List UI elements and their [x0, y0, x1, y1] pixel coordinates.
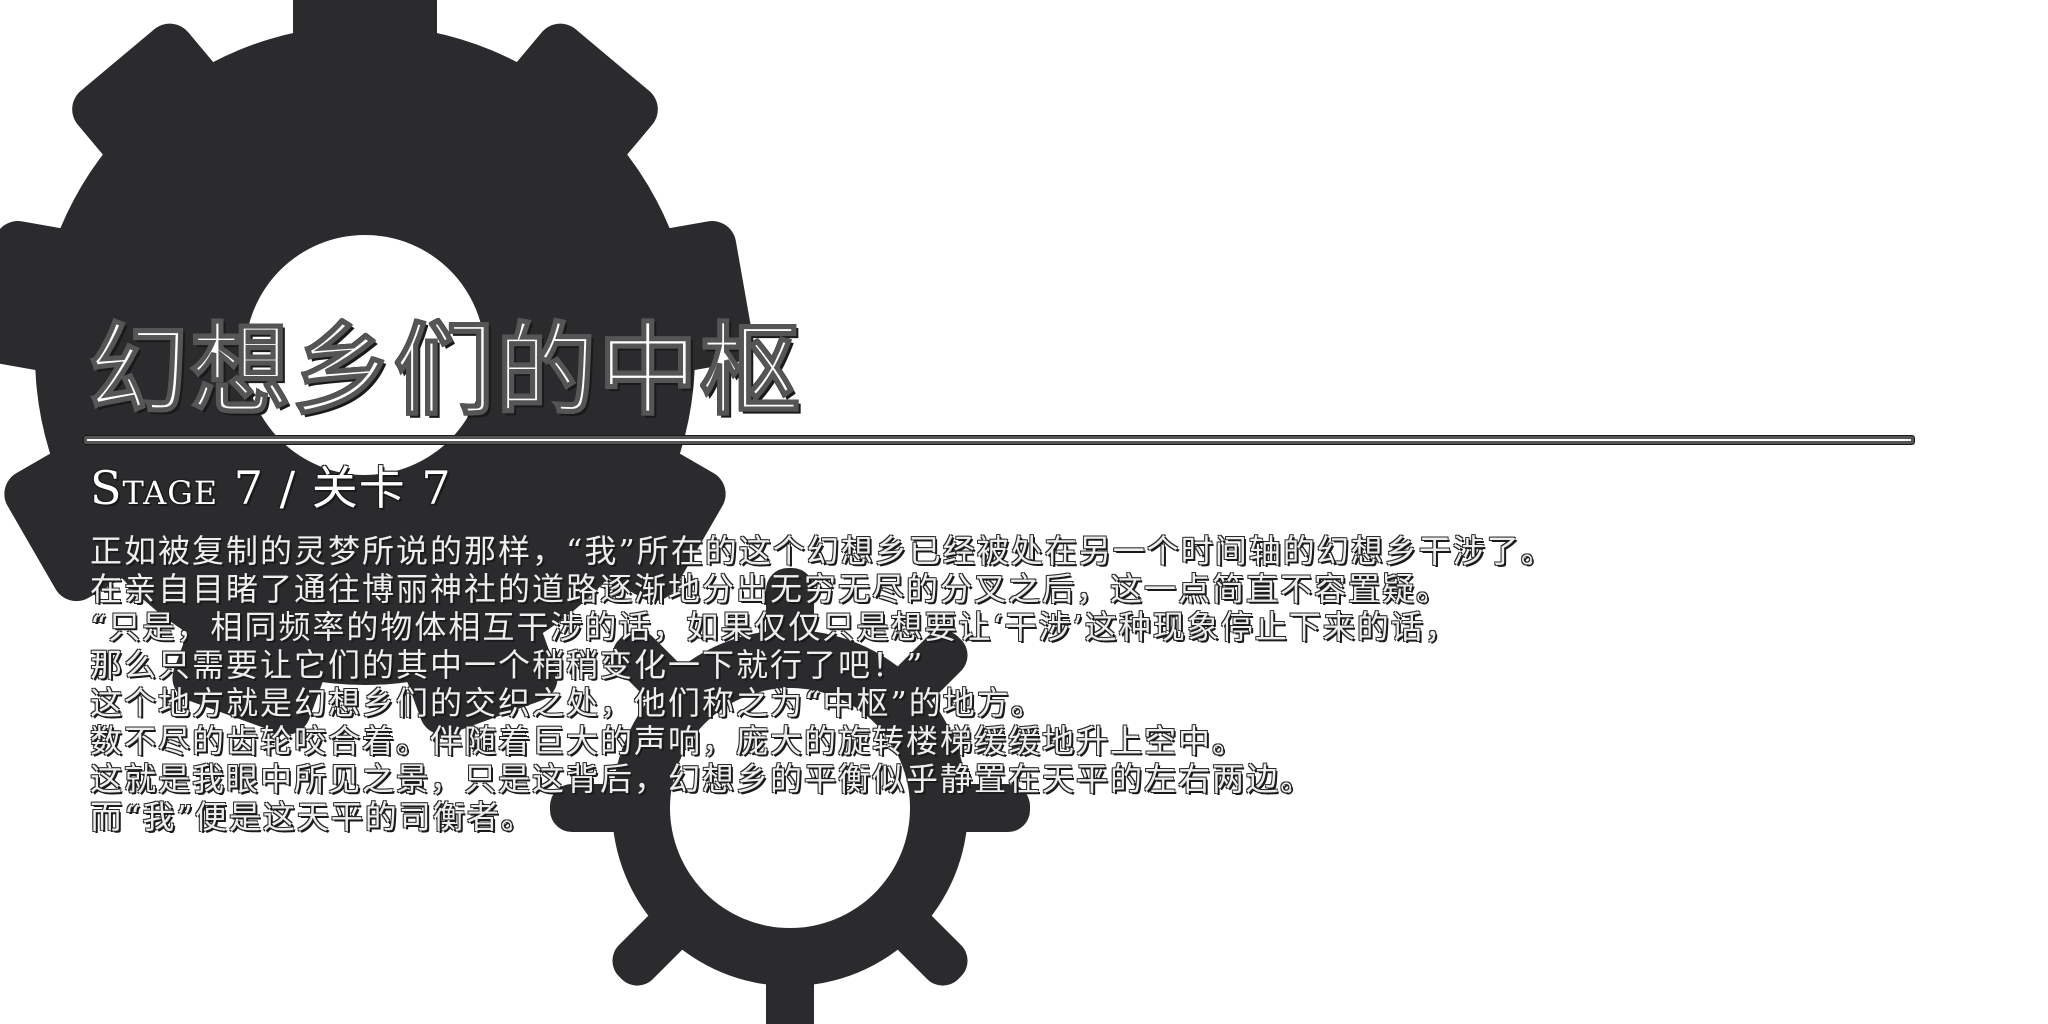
small-gear-icon — [550, 568, 1030, 1024]
story-line: 数不尽的齿轮咬合着。伴随着巨大的声响，庞大的旋转楼梯缓缓地升上空中。 — [90, 722, 1247, 760]
stage-number-label: Stage 7 / 关卡 7 — [90, 461, 452, 515]
story-line: 那么只需要让它们的其中一个稍稍变化一下就行了吧！” — [90, 646, 925, 684]
story-line: “只是，相同频率的物体相互干涉的话，如果仅仅只是想要让‘干涉’这种现象停止下来的… — [90, 608, 1459, 646]
story-line: 而“我”便是这天平的司衡者。 — [90, 798, 535, 836]
story-line: 在亲自目睹了通往博丽神社的道路逐渐地分出无穷无尽的分叉之后，这一点简直不容置疑。 — [90, 570, 1451, 608]
story-text: 正如被复制的灵梦所说的那样，“我”所在的这个幻想乡已经被处在另一个时间轴的幻想乡… — [90, 532, 1890, 836]
stage-title: 幻想乡们的中枢 — [87, 310, 802, 430]
large-gear-icon — [0, 0, 753, 735]
title-divider — [84, 436, 1914, 444]
story-line: 正如被复制的灵梦所说的那样，“我”所在的这个幻想乡已经被处在另一个时间轴的幻想乡… — [90, 532, 1555, 570]
story-line: 这就是我眼中所见之景，只是这背后，幻想乡的平衡似乎静置在天平的左右两边。 — [90, 760, 1315, 798]
story-line: 这个地方就是幻想乡们的交织之处，他们称之为“中枢”的地方。 — [90, 684, 1045, 722]
